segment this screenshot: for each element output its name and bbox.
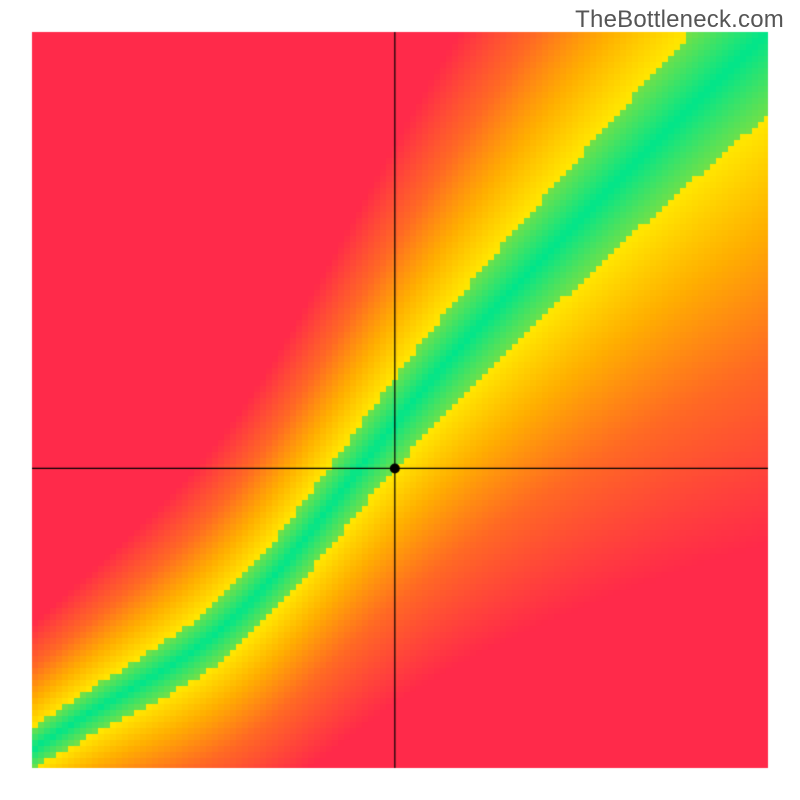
- bottleneck-heatmap: [0, 0, 800, 800]
- watermark-text: TheBottleneck.com: [575, 6, 784, 34]
